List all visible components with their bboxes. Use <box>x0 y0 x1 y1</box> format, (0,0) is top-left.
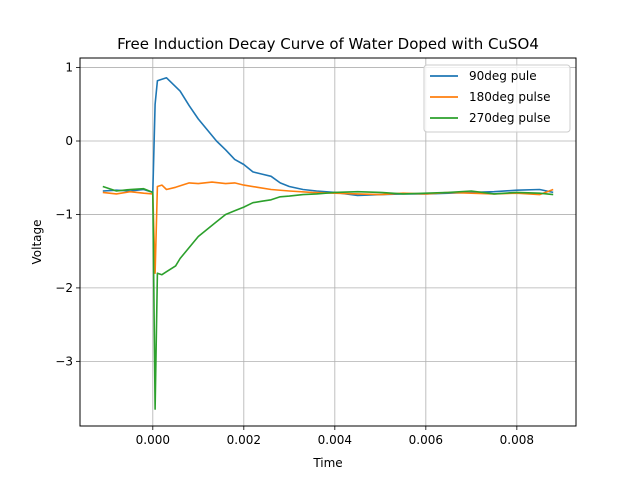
legend-box <box>423 64 571 133</box>
y-tick-label: −3 <box>55 354 73 368</box>
y-tick-label: −1 <box>55 207 73 221</box>
plot-series <box>102 77 554 410</box>
plot-area-frame <box>79 57 577 427</box>
x-tick-label: 0.008 <box>500 433 534 447</box>
legend-label: 90deg pule <box>469 69 537 83</box>
y-axis-ticks: −3 −2 −1 0 1 <box>55 61 80 368</box>
y-tick-label: −2 <box>55 281 73 295</box>
y-tick-label: 0 <box>65 134 73 148</box>
x-axis-ticks: 0.000 0.002 0.004 0.006 0.008 <box>136 426 534 447</box>
chart-title: Free Induction Decay Curve of Water Dope… <box>117 35 539 53</box>
legend-label: 180deg pulse <box>469 90 551 104</box>
series-line <box>102 185 554 410</box>
y-axis-label: Voltage <box>30 219 44 264</box>
legend-label: 270deg pulse <box>469 111 551 125</box>
x-tick-label: 0.006 <box>409 433 443 447</box>
x-tick-label: 0.002 <box>227 433 261 447</box>
x-tick-label: 0.000 <box>136 433 170 447</box>
legend: 90deg pule 180deg pulse 270deg pulse <box>423 64 571 133</box>
x-tick-label: 0.004 <box>318 433 352 447</box>
y-tick-label: 1 <box>65 61 73 75</box>
x-axis-label: Time <box>312 456 342 470</box>
